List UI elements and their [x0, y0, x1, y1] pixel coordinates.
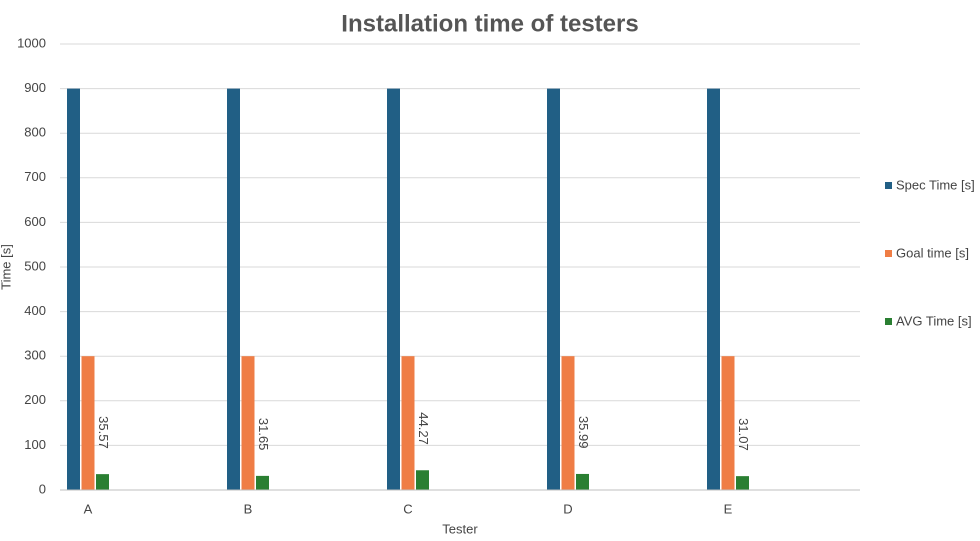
data-label: 44.27	[416, 412, 431, 445]
bar	[96, 474, 109, 490]
y-tick-label: 1000	[17, 35, 46, 50]
bar	[401, 356, 415, 490]
chart-title: Installation time of testers	[341, 10, 638, 37]
x-axis-title: Tester	[442, 521, 478, 536]
legend-label: Goal time [s]	[896, 245, 969, 260]
bar	[241, 356, 255, 490]
bar	[256, 475, 269, 490]
y-tick-label: 200	[24, 392, 46, 407]
y-tick-label: 0	[39, 481, 46, 496]
bar	[416, 470, 429, 490]
x-tick-label: A	[84, 501, 93, 516]
bar	[67, 88, 80, 490]
bar	[227, 88, 240, 490]
legend-swatch	[885, 250, 892, 257]
y-tick-label: 400	[24, 303, 46, 318]
legend-label: AVG Time [s]	[896, 313, 972, 328]
x-tick-label: E	[724, 501, 733, 516]
bar	[547, 88, 560, 490]
data-label: 35.57	[96, 416, 111, 449]
bar	[561, 356, 575, 490]
x-tick-label: D	[563, 501, 572, 516]
y-tick-label: 300	[24, 348, 46, 363]
bar	[81, 356, 95, 490]
legend-label: Spec Time [s]	[896, 177, 975, 192]
bar	[387, 88, 400, 490]
legend-swatch	[885, 182, 892, 189]
y-tick-label: 500	[24, 258, 46, 273]
bar	[576, 473, 589, 490]
y-tick-label: 100	[24, 437, 46, 452]
y-tick-label: 600	[24, 214, 46, 229]
y-tick-label: 800	[24, 125, 46, 140]
data-label: 35.99	[576, 416, 591, 449]
y-axis-title: Time [s]	[0, 244, 13, 290]
y-tick-label: 900	[24, 80, 46, 95]
bar	[721, 356, 735, 490]
x-tick-label: B	[244, 501, 253, 516]
data-label: 31.07	[736, 418, 751, 451]
legend-swatch	[885, 318, 892, 325]
bar	[736, 476, 749, 490]
x-tick-label: C	[403, 501, 412, 516]
y-tick-label: 700	[24, 169, 46, 184]
data-label: 31.65	[256, 418, 271, 451]
bar	[707, 88, 720, 490]
